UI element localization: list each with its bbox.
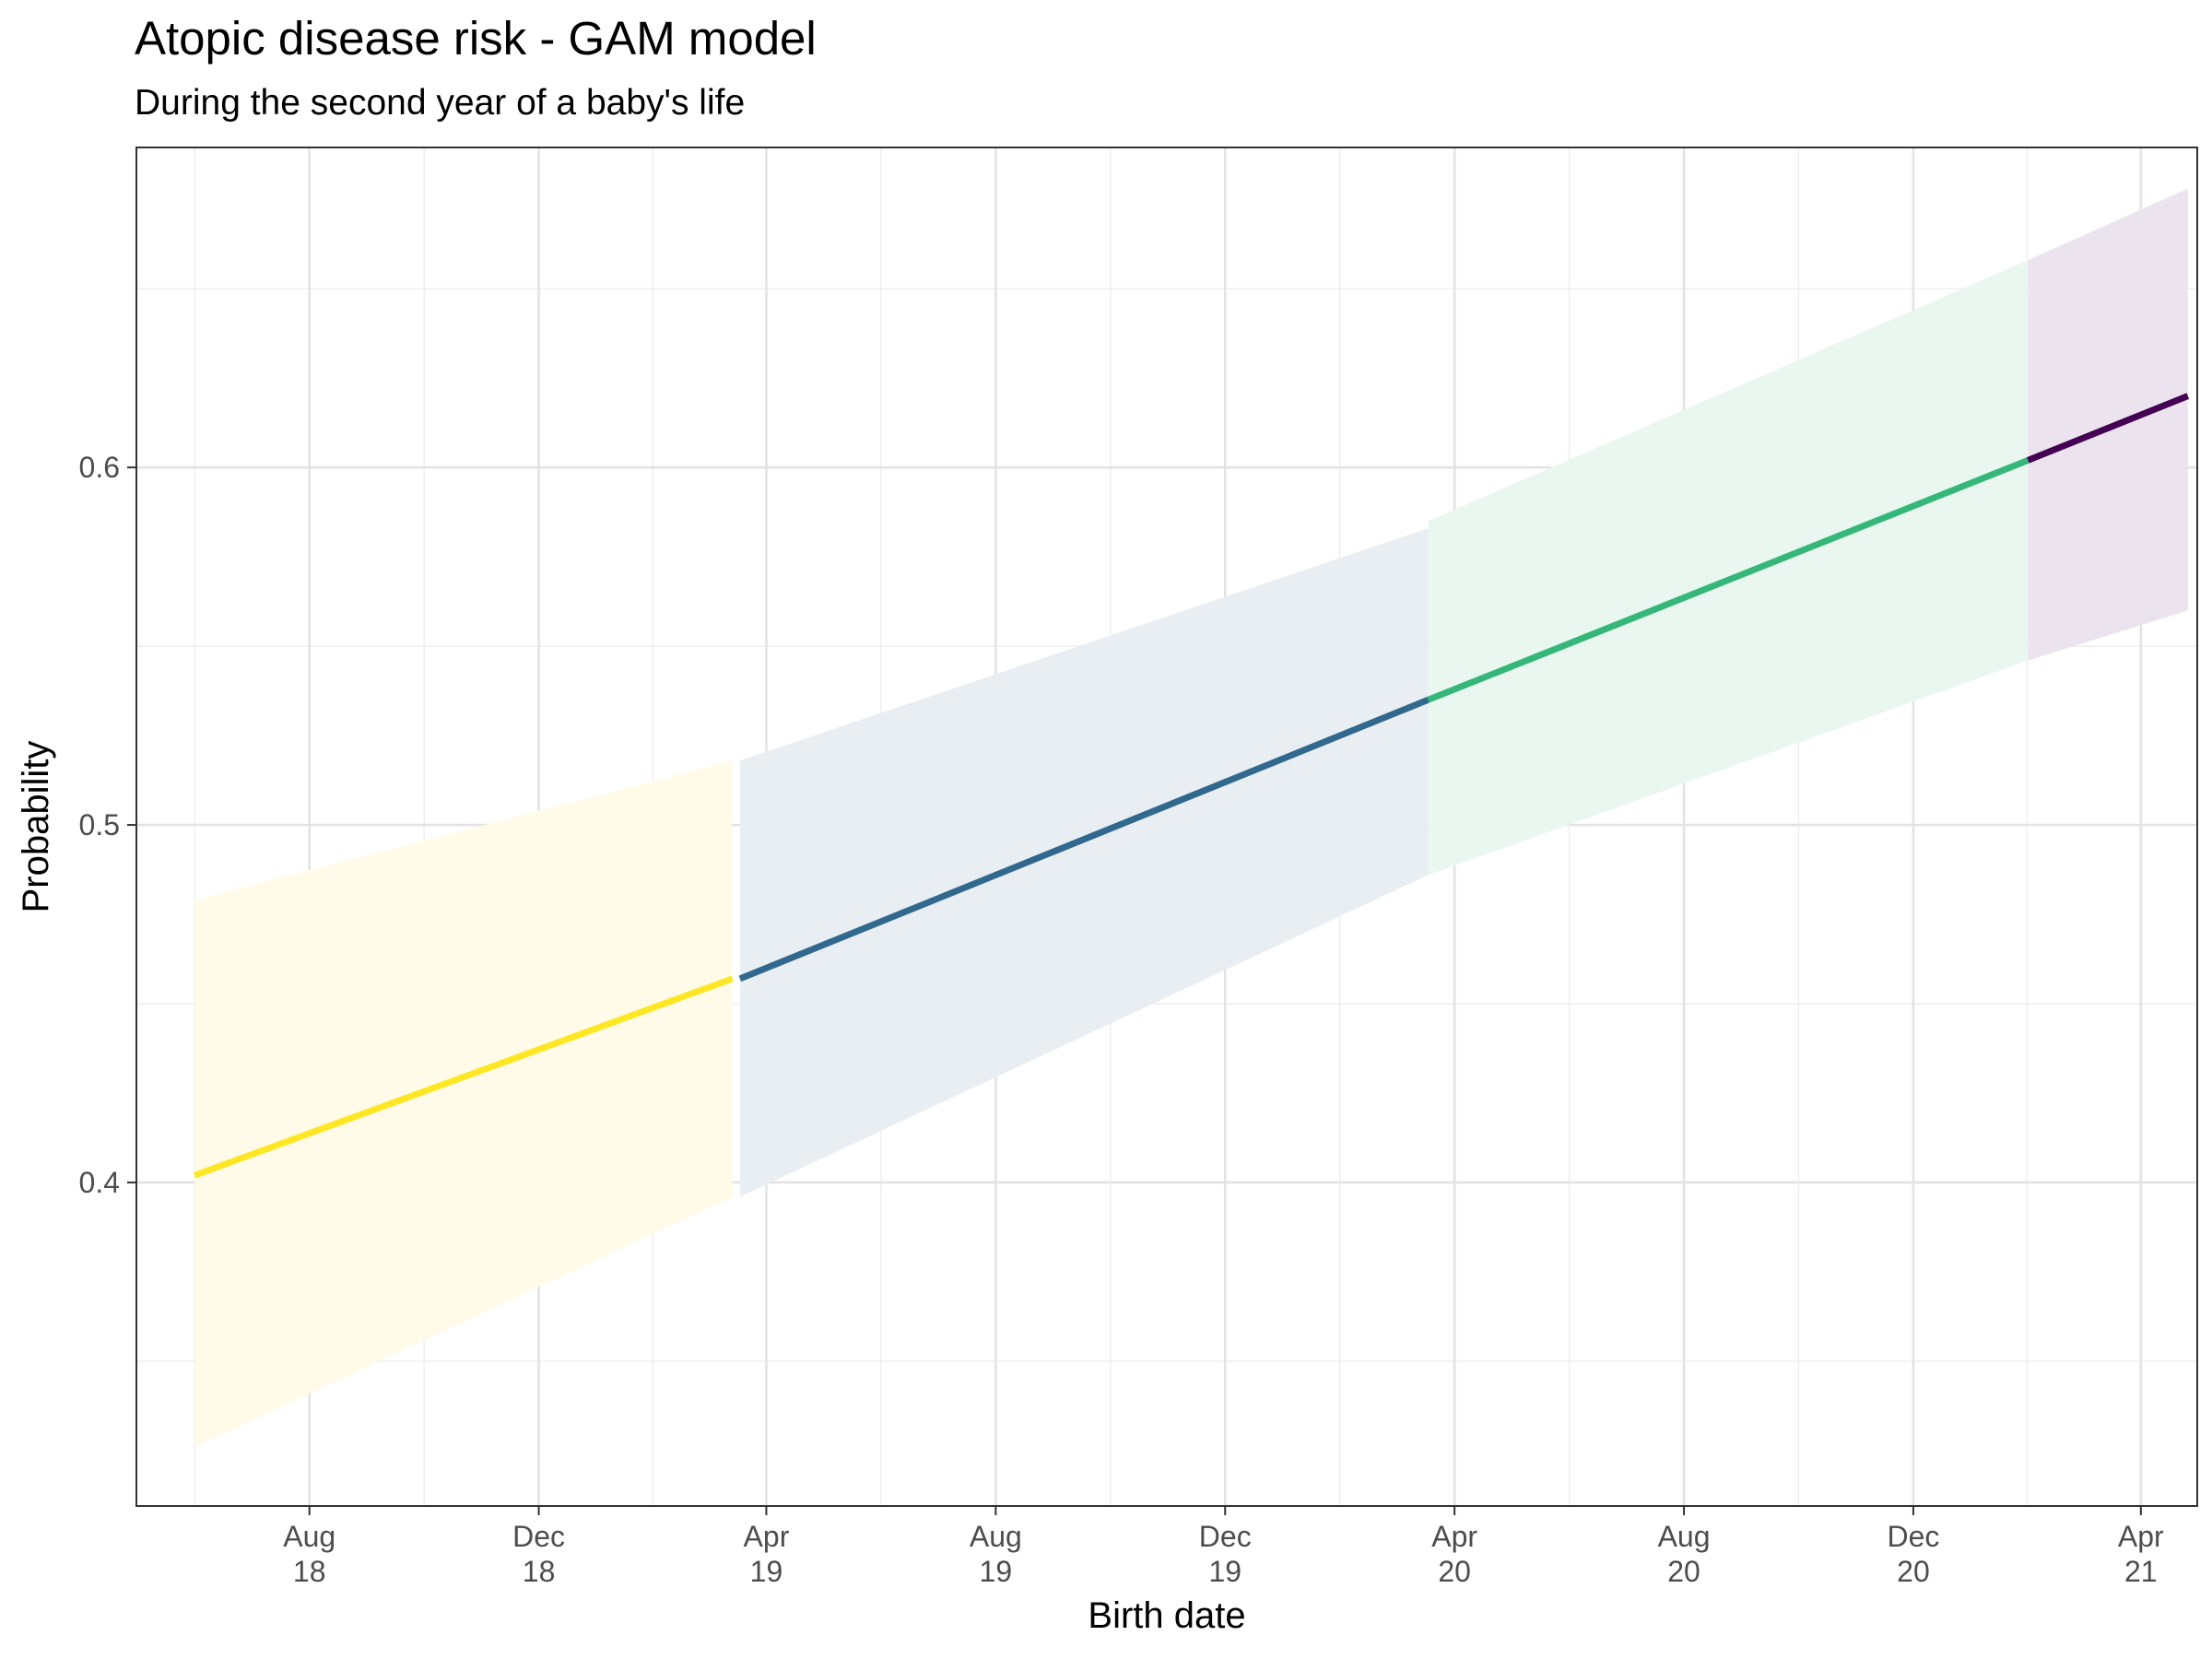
x-tick-label: Aug: [283, 1520, 335, 1553]
chart-subtitle: During the second year of a baby's life: [135, 83, 746, 123]
line-layer: [194, 393, 2190, 1179]
x-tick-label: Apr: [2118, 1520, 2164, 1553]
x-tick-label-year: 19: [750, 1555, 783, 1588]
x-tick-label: Aug: [970, 1520, 1022, 1553]
axis-layer: 0.40.50.6Aug18Dec18Apr19Aug19Dec19Apr20A…: [79, 451, 2165, 1588]
x-tick-label-year: 18: [523, 1555, 556, 1588]
x-tick-label-year: 19: [1208, 1555, 1241, 1588]
x-tick-label: Dec: [512, 1520, 565, 1553]
y-tick-label: 0.6: [79, 451, 120, 484]
y-tick-label: 0.4: [79, 1166, 120, 1199]
x-tick-label-year: 20: [1897, 1555, 1930, 1588]
ribbon-layer: [194, 188, 2188, 1447]
x-tick-label: Dec: [1887, 1520, 1939, 1553]
x-axis-title: Birth date: [1088, 1595, 1245, 1636]
fitted-line: [194, 975, 734, 1179]
fitted-line: [1427, 457, 2030, 703]
chart-title: Atopic disease risk - GAM model: [135, 12, 817, 65]
x-tick-label: Dec: [1199, 1520, 1252, 1553]
y-tick-label: 0.5: [79, 808, 120, 841]
x-tick-label: Apr: [744, 1520, 790, 1553]
x-tick-label-year: 18: [293, 1555, 326, 1588]
x-tick-label-year: 20: [1667, 1555, 1700, 1588]
confidence-ribbon: [1428, 260, 2029, 876]
x-tick-label: Apr: [1431, 1520, 1477, 1553]
x-tick-label-year: 21: [2124, 1555, 2158, 1588]
confidence-ribbon: [194, 760, 733, 1447]
fitted-line: [738, 697, 1430, 982]
y-axis-title: Probability: [16, 741, 56, 913]
confidence-ribbon: [2028, 188, 2188, 661]
plot-border: [135, 147, 2198, 1507]
x-tick-label-year: 19: [980, 1555, 1013, 1588]
x-tick-label: Aug: [1658, 1520, 1711, 1553]
fitted-line: [2027, 393, 2190, 464]
confidence-ribbon: [739, 528, 1429, 1197]
x-tick-label-year: 20: [1438, 1555, 1471, 1588]
